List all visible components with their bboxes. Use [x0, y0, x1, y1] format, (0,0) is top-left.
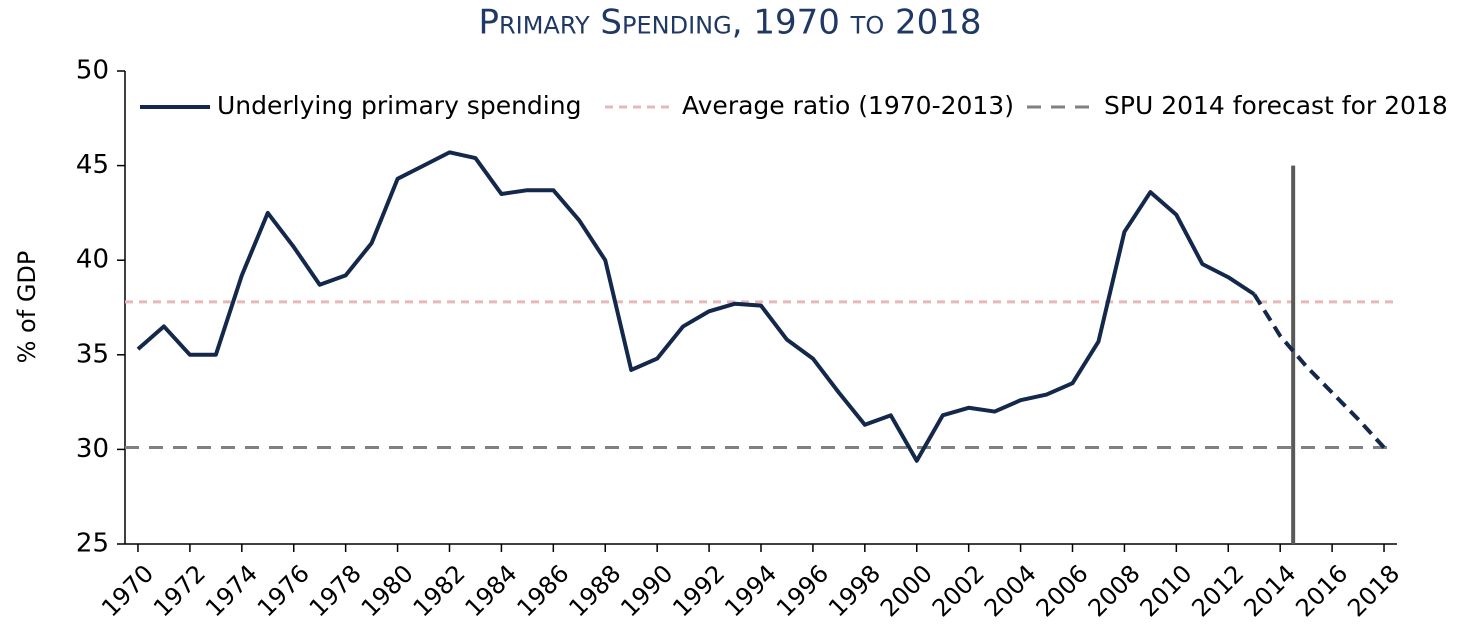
x-tick-label: 1990 [615, 559, 678, 622]
legend-label: Average ratio (1970-2013) [682, 91, 1014, 120]
x-tick-label: 1976 [252, 559, 315, 622]
x-tick-label: 2012 [1186, 559, 1249, 622]
y-tick-label: 25 [76, 529, 109, 559]
y-tick-label: 40 [76, 245, 109, 275]
x-tick-label: 1984 [460, 559, 523, 622]
forecast-line [1252, 293, 1386, 449]
x-tick-label: 1982 [408, 559, 471, 622]
y-axis-label: % of GDP [13, 251, 41, 364]
x-tick-label: 1980 [356, 559, 419, 622]
chart-title: Primary Spending, 1970 to 2018 [478, 3, 981, 43]
x-tick-label: 1972 [148, 559, 211, 622]
x-tick-label: 1998 [823, 559, 886, 622]
x-tick-label: 1996 [771, 559, 834, 622]
x-tick-label: 2014 [1238, 559, 1301, 622]
y-tick-label: 45 [76, 150, 109, 180]
series-line [136, 150, 1256, 463]
x-tick-label: 2016 [1290, 559, 1353, 622]
x-tick-label: 2006 [1031, 559, 1094, 622]
x-tick-label: 1988 [563, 559, 626, 622]
x-tick-label: 2008 [1083, 559, 1146, 622]
y-tick-label: 35 [76, 339, 109, 369]
x-tick-label: 1986 [512, 559, 575, 622]
x-tick-label: 2004 [979, 559, 1042, 622]
legend-label: SPU 2014 forecast for 2018 [1104, 91, 1448, 120]
x-tick-label: 2000 [875, 559, 938, 622]
x-tick-label: 1992 [667, 559, 730, 622]
x-tick-label: 1978 [304, 559, 367, 622]
x-tick-label: 1974 [200, 559, 263, 622]
x-tick-label: 2018 [1342, 559, 1405, 622]
y-tick-label: 50 [76, 56, 109, 86]
x-tick-label: 2010 [1135, 559, 1198, 622]
x-tick-label: 2002 [927, 559, 990, 622]
y-tick-label: 30 [76, 434, 109, 464]
x-tick-label: 1994 [719, 559, 782, 622]
x-tick-label: 1970 [96, 559, 159, 622]
legend-label: Underlying primary spending [217, 91, 581, 120]
